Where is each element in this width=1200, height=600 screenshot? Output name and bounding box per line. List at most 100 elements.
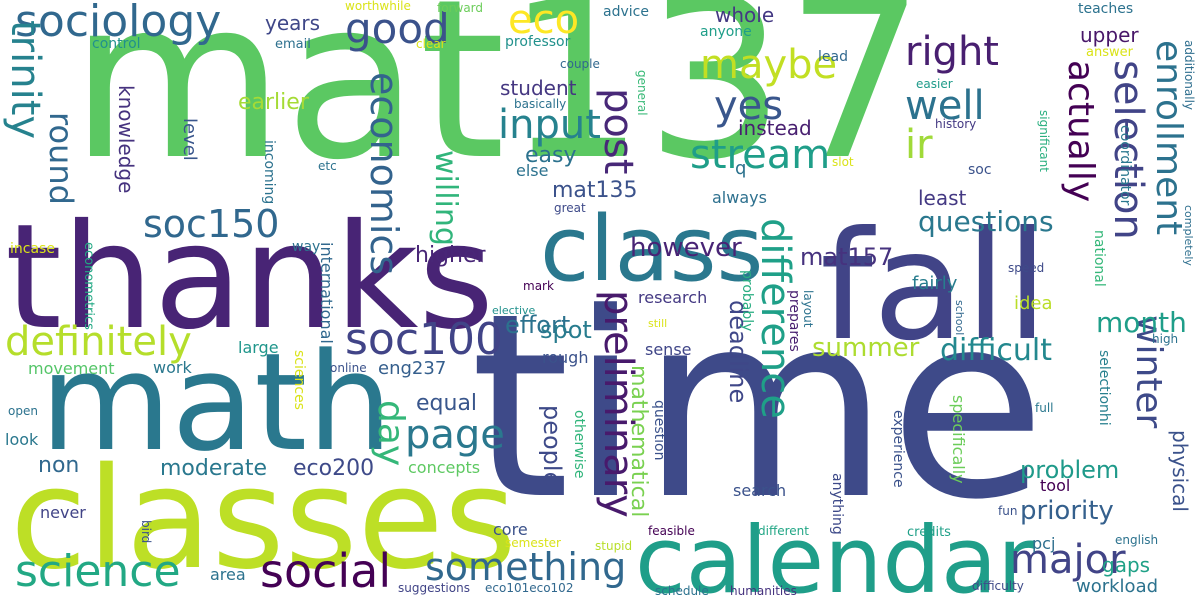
word-different: different xyxy=(758,524,809,538)
word-probably: probably xyxy=(739,270,755,332)
word-layout: layout xyxy=(801,290,815,328)
word-gaps: gaps xyxy=(1102,553,1151,577)
word-mark: mark xyxy=(523,279,554,293)
word-class: class xyxy=(540,197,764,302)
word-concepts: concepts xyxy=(408,458,481,477)
word-else: else xyxy=(516,161,549,180)
word-something: something xyxy=(425,545,627,589)
word-advice: advice xyxy=(603,4,649,20)
word-years: years xyxy=(265,11,321,35)
word-knowledge: knowledge xyxy=(114,85,138,194)
word-history: history xyxy=(935,117,977,131)
word-fall: fall xyxy=(820,200,1049,374)
word-q: q xyxy=(735,158,747,179)
word-general: general xyxy=(635,70,649,116)
word-winter: winter xyxy=(1128,315,1169,429)
word-right: right xyxy=(905,29,999,75)
word-couple: couple xyxy=(560,57,600,71)
word-school: school xyxy=(953,300,966,336)
word-eng237: eng237 xyxy=(378,358,447,379)
word-look: look xyxy=(5,430,39,449)
word-significant: significant xyxy=(1037,110,1051,172)
word-summer: summer xyxy=(812,333,920,363)
word-people: people xyxy=(538,405,566,487)
word-deadline: deadline xyxy=(724,300,752,404)
word-however: however xyxy=(630,233,742,263)
word-online: online xyxy=(330,361,367,375)
word-slot: slot xyxy=(832,155,854,169)
word-research: research xyxy=(638,288,708,307)
word-lead: lead xyxy=(818,49,848,65)
word-thanks: thanks xyxy=(5,193,495,362)
word-way: way xyxy=(292,239,321,255)
word-instead: instead xyxy=(738,116,812,140)
word-fun: fun xyxy=(998,504,1018,518)
word-eco: eco xyxy=(508,0,580,43)
word-maybe: maybe xyxy=(700,42,838,88)
word-forward: forward xyxy=(437,1,484,15)
word-bird: bird xyxy=(139,520,153,544)
word-preliminary: preliminary xyxy=(595,290,641,518)
word-soc: soc xyxy=(968,162,992,178)
word-tool: tool xyxy=(1040,476,1071,495)
word-problem: problem xyxy=(1020,456,1120,484)
word-core: core xyxy=(493,520,528,539)
word-economics: economics xyxy=(362,72,406,276)
word-sociology: sociology xyxy=(15,0,222,47)
word-experience: experience xyxy=(890,410,906,488)
word-pcj: pcj xyxy=(1032,534,1056,553)
word-suggestions: suggestions xyxy=(398,581,470,595)
word-input: input xyxy=(498,102,601,148)
word-sense: sense xyxy=(645,340,692,359)
word-spot: spot xyxy=(540,316,592,344)
word-well: well xyxy=(905,83,985,129)
word-large: large xyxy=(238,338,279,357)
word-page: page xyxy=(405,412,505,458)
word-math: math xyxy=(40,324,393,481)
word-anything: anything xyxy=(829,473,845,535)
word-eco101eco102: eco101eco102 xyxy=(485,581,574,595)
word-social: social xyxy=(260,544,392,598)
word-always: always xyxy=(712,188,767,207)
word-time: time xyxy=(470,259,1047,556)
word-enrollment: enrollment xyxy=(1148,40,1189,236)
word-international: international xyxy=(317,242,336,344)
word-student: student xyxy=(500,76,577,100)
word-professor: professor xyxy=(505,34,571,50)
word-difficulty: difficulty xyxy=(972,579,1024,593)
word-additionally: additionally xyxy=(1182,40,1196,111)
word-questions: questions xyxy=(918,205,1054,238)
word-schedule: schedule xyxy=(655,584,709,598)
word-work: work xyxy=(153,358,192,377)
word-email: email xyxy=(275,37,311,52)
word-still: still xyxy=(648,317,668,330)
word-full: full xyxy=(1035,401,1054,415)
word-english: english xyxy=(1115,533,1159,547)
word-area: area xyxy=(210,565,246,584)
word-post: post xyxy=(595,88,641,175)
word-rough: rough xyxy=(542,348,589,367)
word-priority: priority xyxy=(1020,496,1114,526)
word-teaches: teaches xyxy=(1078,1,1134,17)
word-semester: semester xyxy=(505,536,561,550)
word-fairly: fairly xyxy=(912,273,958,294)
word-whole: whole xyxy=(715,3,775,27)
word-difficult: difficult xyxy=(940,333,1052,368)
word-least: least xyxy=(918,186,967,210)
word-mat135: mat135 xyxy=(552,178,638,203)
word-physical: physical xyxy=(1168,430,1192,512)
word-sciences: sciences xyxy=(291,350,307,410)
word-good: good xyxy=(345,4,450,53)
word-stupid: stupid xyxy=(595,539,633,553)
word-humanities: humanities xyxy=(730,584,797,598)
word-classes: classes xyxy=(10,438,517,600)
word-ir: ir xyxy=(905,122,933,168)
word-soc100: soc100 xyxy=(345,314,504,365)
word-workload: workload xyxy=(1076,576,1159,597)
word-never: never xyxy=(40,503,86,522)
word-anyone: anyone xyxy=(700,24,752,40)
word-search: search xyxy=(733,481,787,500)
word-major: major xyxy=(1010,537,1126,583)
word-definitely: definitely xyxy=(5,319,192,365)
